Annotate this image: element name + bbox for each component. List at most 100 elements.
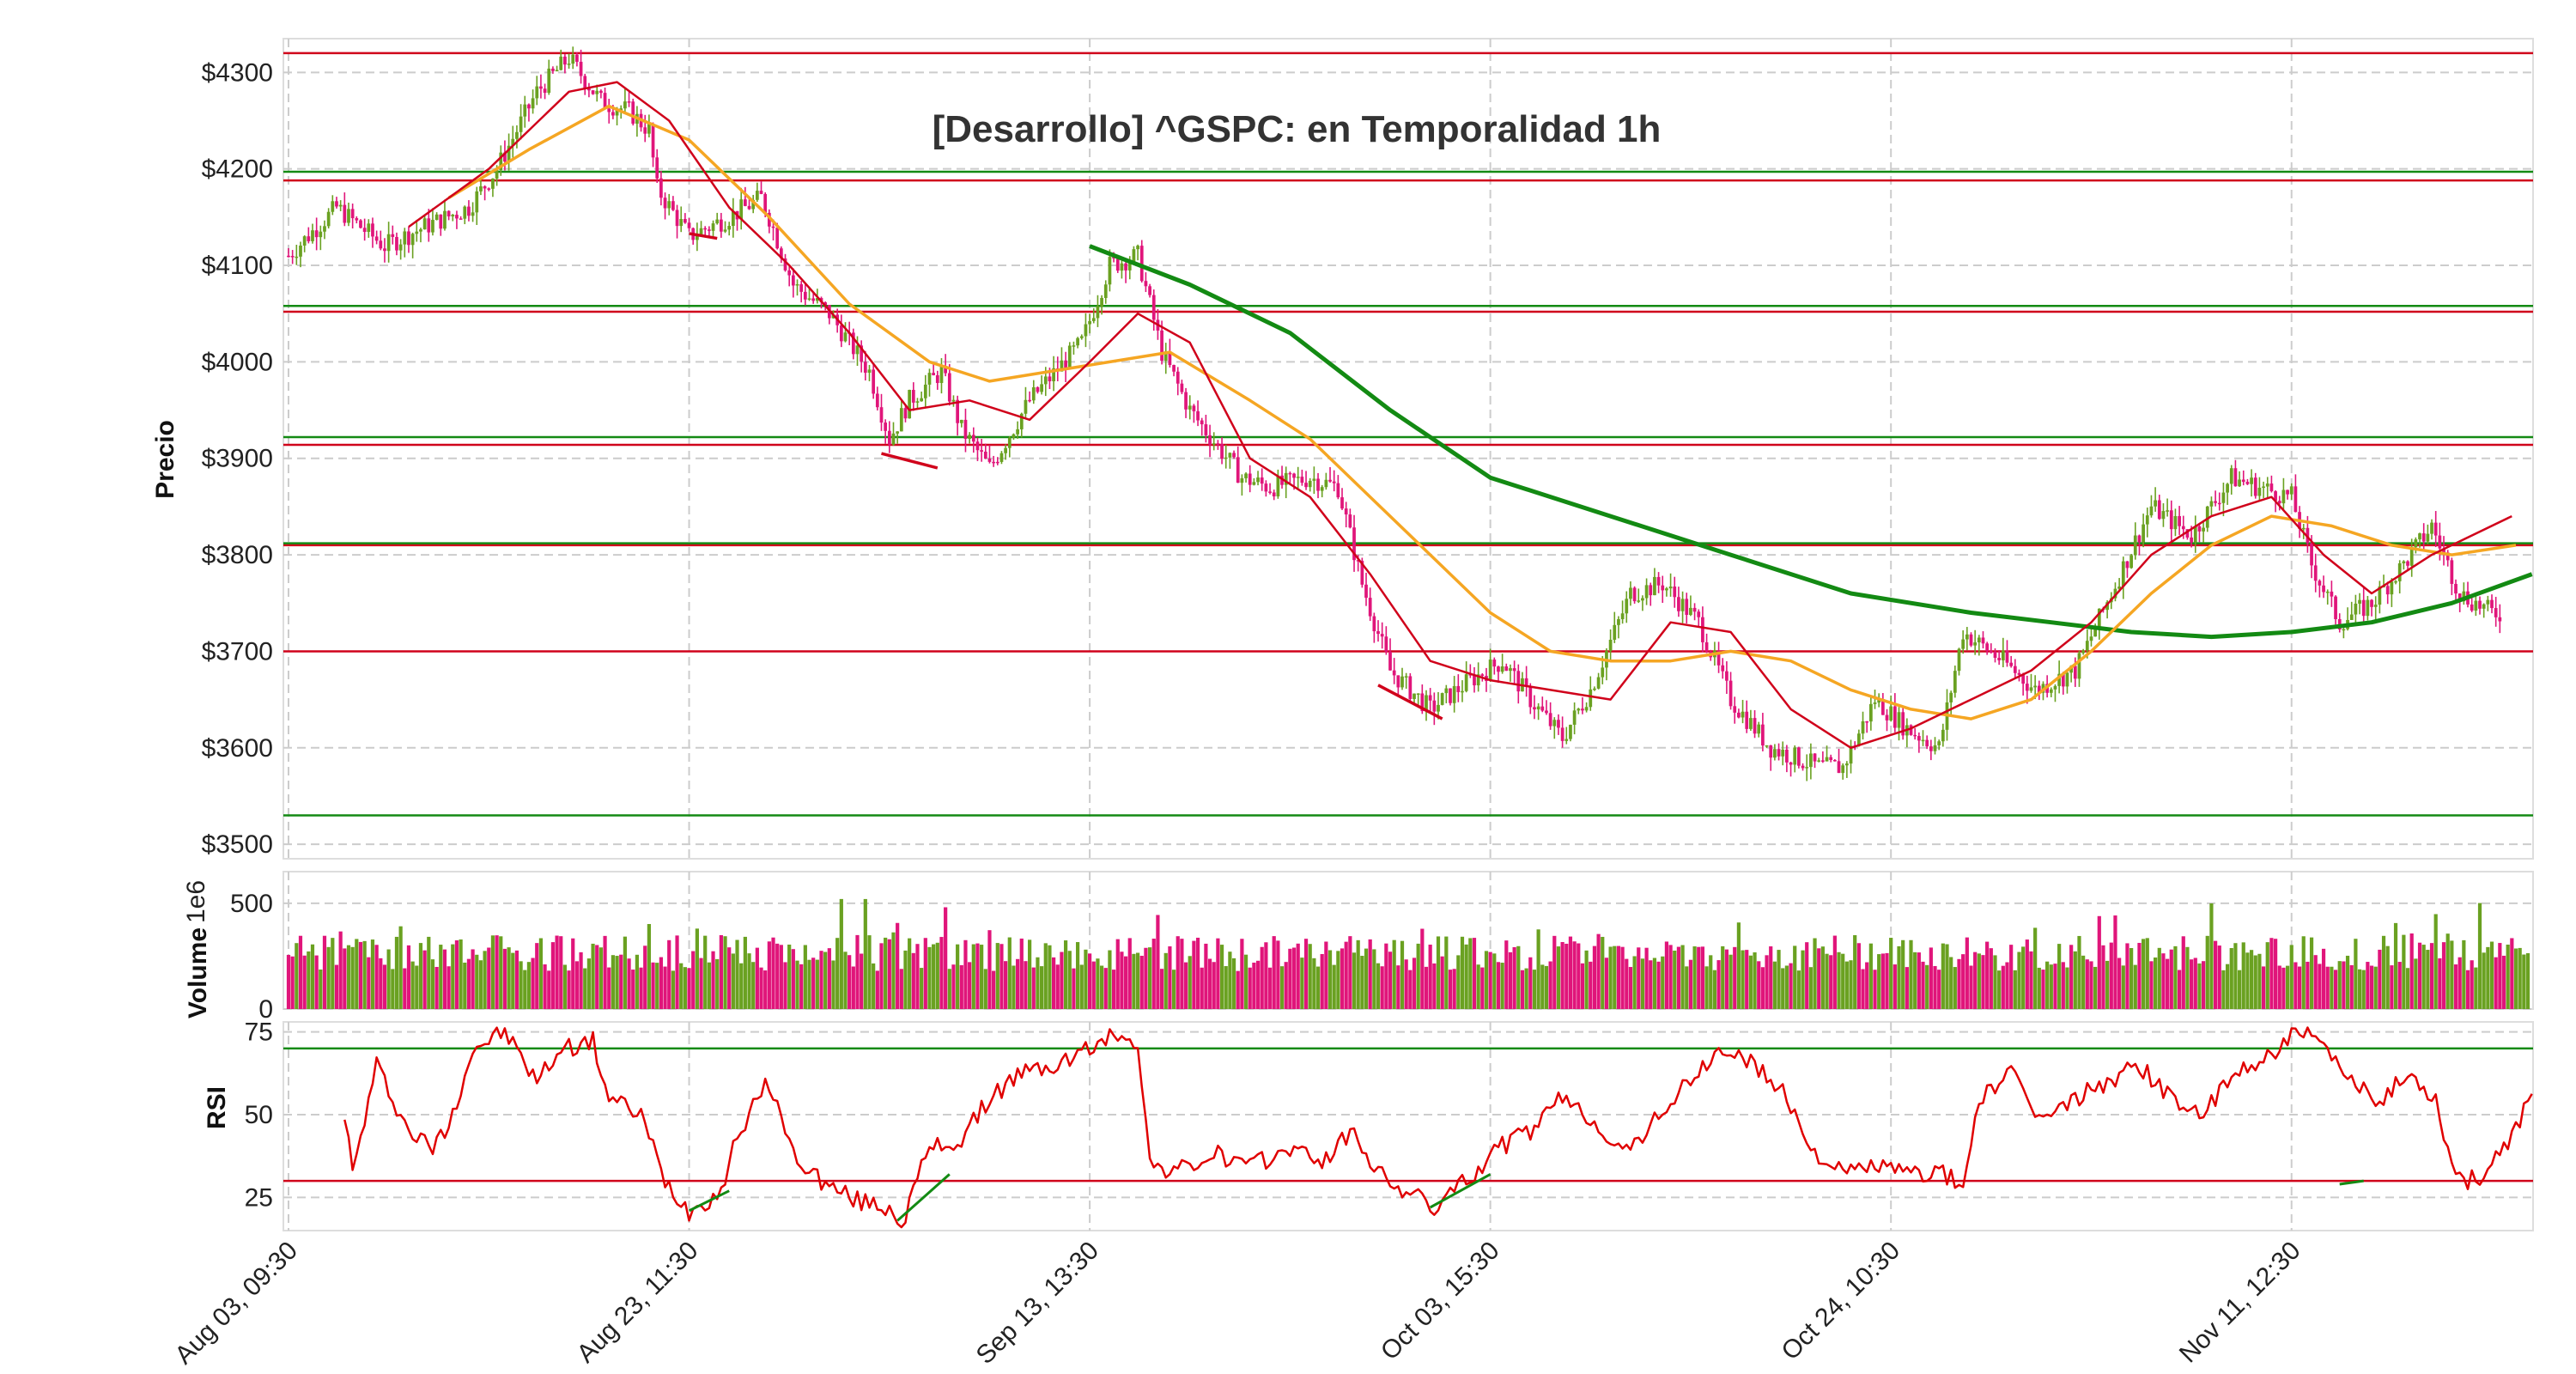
- candle-body: [1957, 648, 1961, 672]
- candle-body: [1184, 392, 1188, 410]
- candle-body: [1012, 434, 1016, 438]
- volume-bar: [427, 936, 431, 1009]
- candle-body: [1132, 249, 1136, 262]
- candle-body: [338, 204, 343, 207]
- volume-bar: [2117, 958, 2122, 1009]
- volume-bar: [1673, 951, 1677, 1009]
- candle-body: [2166, 510, 2169, 512]
- volume-bar: [875, 970, 879, 1009]
- candle-body: [595, 90, 599, 94]
- candle-body: [1228, 453, 1232, 458]
- volume-bar: [391, 969, 395, 1009]
- candle-body: [2390, 581, 2394, 595]
- volume-bar: [1036, 957, 1040, 1009]
- candle-body: [1308, 480, 1312, 488]
- volume-bar: [367, 957, 371, 1009]
- volume-bar: [1376, 963, 1381, 1009]
- volume-bar: [1544, 965, 1549, 1009]
- volume-tick-label: 500: [230, 890, 273, 918]
- candle-body: [403, 231, 407, 245]
- candle-body: [587, 88, 591, 91]
- volume-bar: [711, 951, 715, 1009]
- volume-bar: [727, 947, 732, 1009]
- volume-bar: [891, 932, 896, 1009]
- candle-body: [2322, 585, 2325, 593]
- volume-bar: [2166, 958, 2170, 1009]
- volume-bar: [2458, 957, 2462, 1009]
- candle-body: [1757, 724, 1761, 734]
- candle-body: [2482, 604, 2486, 609]
- candle-body: [2450, 560, 2454, 584]
- candle-body: [1949, 692, 1953, 702]
- candle-body: [1885, 714, 1889, 720]
- volume-bar: [1616, 945, 1621, 1009]
- candle-body: [879, 407, 884, 423]
- volume-bar: [442, 949, 447, 1009]
- candle-body: [543, 88, 547, 94]
- candle-body: [872, 369, 876, 394]
- volume-bar: [675, 935, 679, 1009]
- volume-bar: [1620, 946, 1625, 1009]
- candle-body: [763, 193, 768, 213]
- candle-body: [2478, 600, 2482, 609]
- volume-bar: [454, 940, 459, 1009]
- volume-bar: [1973, 951, 1978, 1009]
- volume-bar: [1436, 936, 1441, 1009]
- candle-body: [1220, 443, 1224, 459]
- candle-body: [1901, 712, 1905, 736]
- volume-bar: [1240, 939, 1244, 1009]
- volume-bar: [595, 945, 599, 1009]
- candle-body: [1248, 473, 1252, 485]
- volume-bar: [1784, 965, 1789, 1009]
- candle-body: [891, 433, 896, 445]
- candle-body: [1356, 560, 1360, 562]
- volume-bar: [1969, 965, 1973, 1009]
- candle-body: [415, 231, 419, 234]
- candle-body: [2330, 591, 2334, 597]
- volume-bar: [379, 958, 383, 1009]
- volume-bar: [2025, 939, 2029, 1009]
- volume-bar: [1372, 949, 1376, 1009]
- candle-body: [371, 223, 374, 237]
- volume-bar: [2390, 965, 2394, 1009]
- volume-bar: [547, 970, 551, 1009]
- candle-body: [2157, 500, 2161, 520]
- volume-bar: [1829, 955, 1833, 1009]
- volume-bar: [2498, 943, 2502, 1009]
- candle-body: [1536, 706, 1540, 710]
- volume-bar: [691, 951, 696, 1009]
- volume-bar: [987, 930, 992, 1009]
- volume-bar: [932, 944, 936, 1009]
- price-tick-label: $4000: [202, 348, 273, 376]
- volume-bar: [2297, 966, 2302, 1009]
- volume-bar: [887, 939, 891, 1009]
- ma-long-line: [1089, 244, 2533, 640]
- volume-bar: [2209, 903, 2214, 1009]
- volume-bar: [2021, 946, 2026, 1009]
- volume-bar: [860, 953, 864, 1009]
- candle-body: [1837, 761, 1841, 774]
- volume-bar: [763, 970, 768, 1009]
- volume-bar: [1432, 963, 1437, 1009]
- candle-body: [679, 219, 683, 227]
- volume-bar: [2217, 945, 2221, 1009]
- candle-body: [2454, 583, 2458, 594]
- volume-bars: [286, 898, 2530, 1009]
- volume-bar: [2397, 962, 2402, 1009]
- moving-averages: [408, 81, 2533, 750]
- candle-body: [1091, 318, 1096, 321]
- volume-bar: [310, 944, 315, 1009]
- volume-bar: [2037, 967, 2041, 1009]
- rsi-tick-label: 75: [245, 1018, 273, 1047]
- candle-body: [1512, 668, 1516, 672]
- candle-body: [2214, 501, 2217, 503]
- candle-body: [2370, 599, 2373, 607]
- volume-bar: [823, 951, 828, 1009]
- volume-bar: [562, 964, 568, 1009]
- volume-bar: [1760, 967, 1765, 1009]
- candle-body: [775, 228, 780, 249]
- volume-bar: [1267, 967, 1273, 1009]
- volume-bar: [1099, 965, 1104, 1009]
- candle-body: [2181, 526, 2185, 530]
- candle-body: [1540, 706, 1545, 711]
